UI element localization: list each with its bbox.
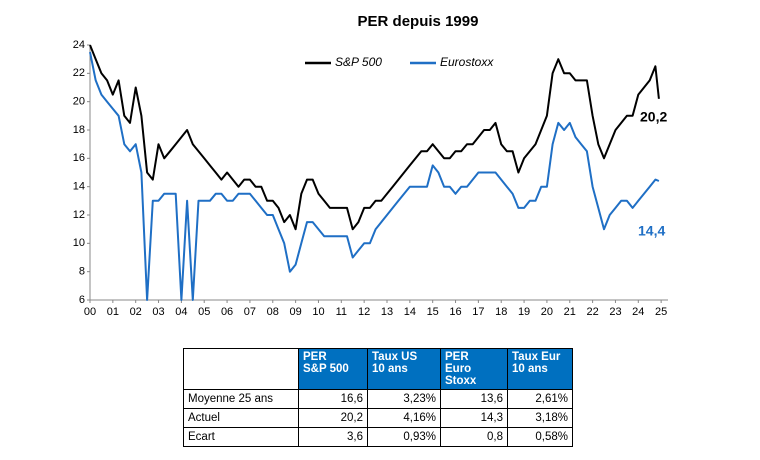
annotation: 20,2 — [640, 109, 667, 125]
x-tick-label: 08 — [267, 306, 279, 318]
table-cell: 3,18% — [507, 408, 573, 428]
y-tick-label: 14 — [73, 181, 85, 193]
y-tick-label: 22 — [73, 67, 85, 79]
annotation: 14,4 — [638, 223, 665, 239]
legend-label: S&P 500 — [335, 55, 382, 69]
chart: PER depuis 1999 6 8 10 12 14 16 18 20 22 24 00 01 02… — [73, 13, 668, 318]
table-header — [183, 348, 299, 390]
y-tick-label: 24 — [73, 39, 85, 51]
chart-title: PER depuis 1999 — [358, 13, 479, 30]
x-tick-label: 07 — [244, 306, 256, 318]
x-tick-label: 04 — [175, 306, 187, 318]
table-cell: Ecart — [183, 427, 299, 447]
y-tick-label: 6 — [79, 294, 85, 306]
table-cell: 0,8 — [440, 427, 508, 447]
x-tick-label: 11 — [336, 306, 347, 318]
table-cell: Actuel — [183, 408, 299, 428]
table-cell: 0,93% — [367, 427, 441, 447]
x-tick-label: 25 — [655, 306, 667, 318]
x-tick-label: 01 — [107, 306, 119, 318]
table-header: PER Euro Stoxx — [440, 348, 508, 390]
table-header: Taux US 10 ans — [367, 348, 441, 390]
table-cell: 16,6 — [298, 389, 368, 409]
table-cell: 14,3 — [440, 408, 508, 428]
series-line — [89, 44, 660, 231]
x-tick-label: 09 — [289, 306, 301, 318]
y-tick-label: 18 — [73, 124, 85, 136]
x-tick-label: 02 — [130, 306, 142, 318]
table: PER S&P 500 Taux US 10 ans PER Euro Stoxx T… — [183, 348, 573, 447]
y-tick-label: 12 — [73, 209, 85, 221]
y-tick-label: 8 — [79, 266, 85, 278]
x-tick-label: 23 — [609, 306, 621, 318]
table-cell: 4,16% — [367, 408, 441, 428]
x-tick-label: 17 — [472, 306, 484, 318]
table-cell: Moyenne 25 ans — [183, 389, 299, 409]
table-cell: 3,6 — [298, 427, 368, 447]
legend-label: Eurostoxx — [440, 55, 494, 69]
table-header: Taux Eur 10 ans — [507, 348, 573, 390]
x-tick-label: 12 — [358, 306, 370, 318]
y-tick-label: 20 — [73, 96, 85, 108]
table-cell: 13,6 — [440, 389, 508, 409]
x-tick-label: 13 — [381, 306, 393, 318]
x-tick-label: 24 — [632, 306, 644, 318]
x-tick-label: 05 — [198, 306, 210, 318]
x-tick-label: 18 — [495, 306, 507, 318]
x-tick-label: 16 — [449, 306, 461, 318]
x-tick-label: 15 — [427, 306, 439, 318]
table-header: PER S&P 500 — [298, 348, 368, 390]
x-tick-label: 00 — [84, 306, 96, 318]
x-tick-label: 19 — [518, 306, 530, 318]
y-tick-label: 16 — [73, 152, 85, 164]
x-tick-label: 03 — [152, 306, 164, 318]
table-cell: 0,58% — [507, 427, 573, 447]
x-tick-label: 10 — [312, 306, 324, 318]
table-cell: 3,23% — [367, 389, 441, 409]
x-tick-label: 21 — [564, 306, 576, 318]
x-tick-label: 14 — [404, 306, 416, 318]
x-tick-label: 20 — [541, 306, 553, 318]
x-tick-label: 06 — [221, 306, 233, 318]
table-cell: 2,61% — [507, 389, 573, 409]
table-cell: 20,2 — [298, 408, 368, 428]
series-line — [89, 51, 660, 301]
x-tick-label: 22 — [586, 306, 598, 318]
y-tick-label: 10 — [73, 237, 85, 249]
